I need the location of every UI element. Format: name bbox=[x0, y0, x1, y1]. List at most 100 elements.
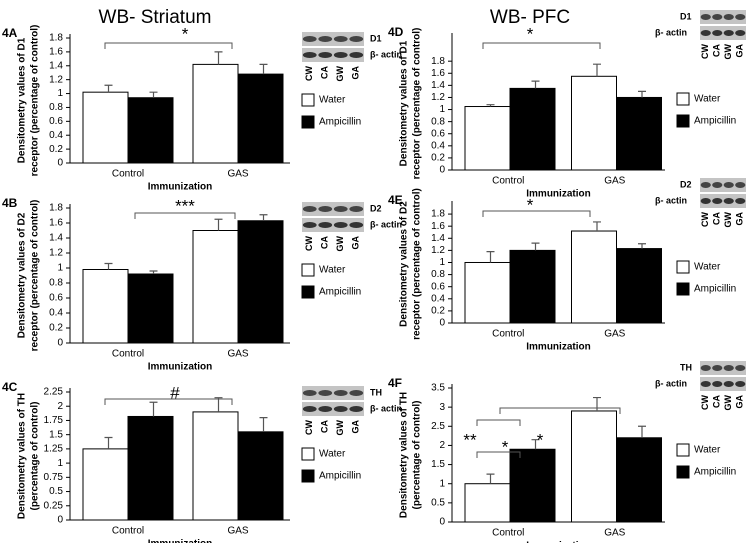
panel-label: 4F bbox=[388, 376, 402, 390]
x-axis-label: Immunization bbox=[526, 342, 590, 353]
lane-label: CW bbox=[304, 420, 314, 435]
lane-label: CA bbox=[320, 236, 330, 249]
legend-swatch bbox=[676, 260, 690, 274]
blot-band bbox=[723, 365, 734, 371]
x-tick-label: Control bbox=[492, 329, 524, 340]
y-tick-label: 1 bbox=[439, 104, 445, 115]
blot bbox=[302, 402, 364, 416]
x-axis-label: Immunization bbox=[148, 539, 212, 543]
blot-band bbox=[735, 381, 746, 387]
blot-band bbox=[318, 206, 333, 212]
panel-label: 4E bbox=[388, 193, 403, 207]
x-tick-label: GAS bbox=[604, 176, 625, 187]
y-tick-label: 0.8 bbox=[49, 102, 63, 113]
panel-label: 4C bbox=[2, 380, 18, 394]
y-tick-label: 0.6 bbox=[431, 128, 445, 139]
x-axis-label: Immunization bbox=[148, 362, 212, 373]
error-bar bbox=[531, 80, 540, 89]
blot-band bbox=[712, 198, 723, 204]
legend-label: Ampicillin bbox=[694, 467, 736, 478]
y-tick-label: 1.2 bbox=[431, 245, 445, 256]
blot-band bbox=[700, 381, 711, 387]
blot-band bbox=[333, 36, 348, 42]
y-tick-label: 0.4 bbox=[431, 293, 445, 304]
annotation: *** bbox=[175, 196, 195, 215]
y-tick-label: 0.6 bbox=[49, 293, 63, 304]
y-tick-label: 1.8 bbox=[431, 56, 445, 67]
blot-band bbox=[333, 222, 348, 228]
y-tick-label: 0.2 bbox=[431, 306, 445, 317]
y-tick-label: 1.4 bbox=[49, 60, 63, 71]
blot-band bbox=[349, 36, 364, 42]
error-bar bbox=[214, 218, 223, 231]
blot-band bbox=[349, 406, 364, 412]
bar bbox=[571, 230, 617, 324]
blot-band bbox=[349, 206, 364, 212]
column-title: WB- PFC bbox=[490, 7, 570, 28]
legend-swatch bbox=[676, 465, 690, 479]
blot-band bbox=[700, 182, 711, 188]
lane-label: CA bbox=[712, 212, 722, 225]
legend-label: Water bbox=[694, 262, 721, 273]
blot bbox=[700, 178, 746, 192]
y-tick-label: 1.75 bbox=[44, 415, 64, 426]
y-tick-label: 1 bbox=[57, 263, 63, 274]
y-tick-label: 0.4 bbox=[431, 140, 445, 151]
y-axis-label: Densitometry values of D2 bbox=[399, 201, 410, 327]
blot-band bbox=[302, 206, 317, 212]
blot bbox=[700, 194, 746, 208]
annotation: * bbox=[537, 430, 544, 449]
error-bar bbox=[486, 250, 495, 263]
error-bar bbox=[214, 397, 223, 412]
legend-label: Ampicillin bbox=[319, 117, 361, 128]
blot-control: β- actin bbox=[655, 27, 687, 37]
error-bar bbox=[593, 221, 601, 232]
legend-swatch bbox=[676, 443, 690, 457]
lane-label: CA bbox=[712, 44, 722, 57]
y-tick-label: 0.25 bbox=[44, 500, 64, 511]
y-tick-label: 0 bbox=[57, 515, 63, 526]
blot-band bbox=[735, 182, 746, 188]
legend-label: Water bbox=[694, 445, 721, 456]
y-tick-label: 1.2 bbox=[49, 248, 63, 259]
blot-band bbox=[700, 14, 711, 20]
y-tick-label: 0.5 bbox=[431, 497, 445, 508]
bar bbox=[82, 91, 129, 164]
blot-band bbox=[723, 381, 734, 387]
blot-target: D2 bbox=[680, 179, 692, 189]
annotation: # bbox=[170, 383, 180, 402]
bar bbox=[616, 248, 662, 324]
y-tick-label: 0.4 bbox=[49, 308, 63, 319]
blot-control: β- actin bbox=[655, 195, 687, 205]
error-bar bbox=[149, 91, 158, 98]
blot-control: β- actin bbox=[370, 49, 402, 59]
legend-swatch bbox=[301, 115, 315, 129]
y-axis-label: (percentage of control) bbox=[412, 401, 423, 510]
legend-swatch bbox=[676, 114, 690, 128]
lane-label: GW bbox=[335, 419, 345, 435]
panel-label: 4D bbox=[388, 25, 404, 39]
y-tick-label: 1.6 bbox=[431, 68, 445, 79]
blot-band bbox=[318, 52, 333, 58]
panel-label: 4A bbox=[2, 26, 18, 40]
x-tick-label: GAS bbox=[604, 528, 625, 539]
blot-band bbox=[735, 30, 746, 36]
bracket bbox=[499, 407, 621, 414]
lane-label: GW bbox=[723, 394, 733, 410]
y-axis-label: Densitometry values of D1 bbox=[399, 40, 410, 166]
blot-band bbox=[302, 390, 317, 396]
lane-label: CA bbox=[320, 66, 330, 79]
x-tick-label: Control bbox=[112, 349, 144, 360]
error-bar bbox=[638, 243, 646, 249]
bar bbox=[82, 269, 129, 344]
legend-label: Water bbox=[694, 94, 721, 105]
blot-band bbox=[700, 30, 711, 36]
blot-target: TH bbox=[370, 387, 382, 397]
error-bar bbox=[593, 63, 601, 77]
y-axis-label: receptor (percentage of control) bbox=[30, 25, 41, 177]
bar bbox=[127, 273, 174, 344]
blot-band bbox=[735, 14, 746, 20]
blot bbox=[302, 386, 364, 400]
x-axis-label: Immunization bbox=[526, 189, 590, 200]
y-tick-label: 0 bbox=[57, 338, 63, 349]
